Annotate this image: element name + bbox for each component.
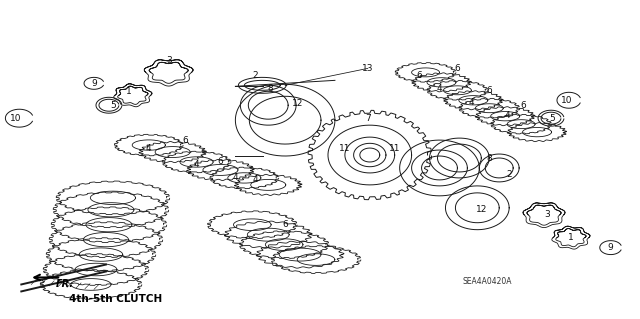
- Text: 4: 4: [468, 98, 474, 107]
- Text: 6: 6: [520, 101, 526, 110]
- Text: 6: 6: [486, 86, 492, 95]
- Text: 4: 4: [252, 175, 258, 184]
- Text: 6: 6: [417, 71, 422, 80]
- Text: 6: 6: [454, 64, 460, 73]
- Text: 10: 10: [561, 96, 573, 105]
- Text: 4: 4: [146, 144, 152, 152]
- Text: 9: 9: [91, 79, 97, 88]
- Text: 3: 3: [544, 210, 550, 219]
- Text: 11: 11: [389, 144, 401, 152]
- Text: 4: 4: [436, 84, 442, 93]
- Text: 3: 3: [166, 56, 172, 65]
- Text: 9: 9: [608, 243, 614, 252]
- Text: 6: 6: [282, 220, 288, 229]
- Text: 8: 8: [486, 153, 492, 162]
- Text: 5: 5: [110, 101, 116, 110]
- Text: 8: 8: [268, 84, 273, 93]
- Text: 4: 4: [232, 174, 238, 182]
- Text: SEA4A0420A: SEA4A0420A: [463, 277, 512, 286]
- Text: 6: 6: [182, 136, 188, 145]
- Text: 5: 5: [549, 114, 555, 123]
- Text: 10: 10: [10, 114, 21, 123]
- Text: FR.: FR.: [56, 279, 74, 289]
- Text: 2: 2: [506, 170, 512, 179]
- Text: 13: 13: [362, 64, 374, 73]
- Text: 1: 1: [568, 233, 574, 242]
- Text: 4th-5th CLUTCH: 4th-5th CLUTCH: [69, 294, 163, 304]
- Text: 1: 1: [126, 87, 132, 96]
- Text: 4: 4: [194, 160, 199, 169]
- Text: 12: 12: [292, 99, 304, 108]
- Text: 7: 7: [365, 114, 371, 123]
- Text: 11: 11: [339, 144, 351, 152]
- Text: 4: 4: [504, 111, 510, 120]
- Text: 2: 2: [252, 71, 258, 80]
- Text: 12: 12: [476, 205, 487, 214]
- Text: 6: 6: [218, 158, 223, 167]
